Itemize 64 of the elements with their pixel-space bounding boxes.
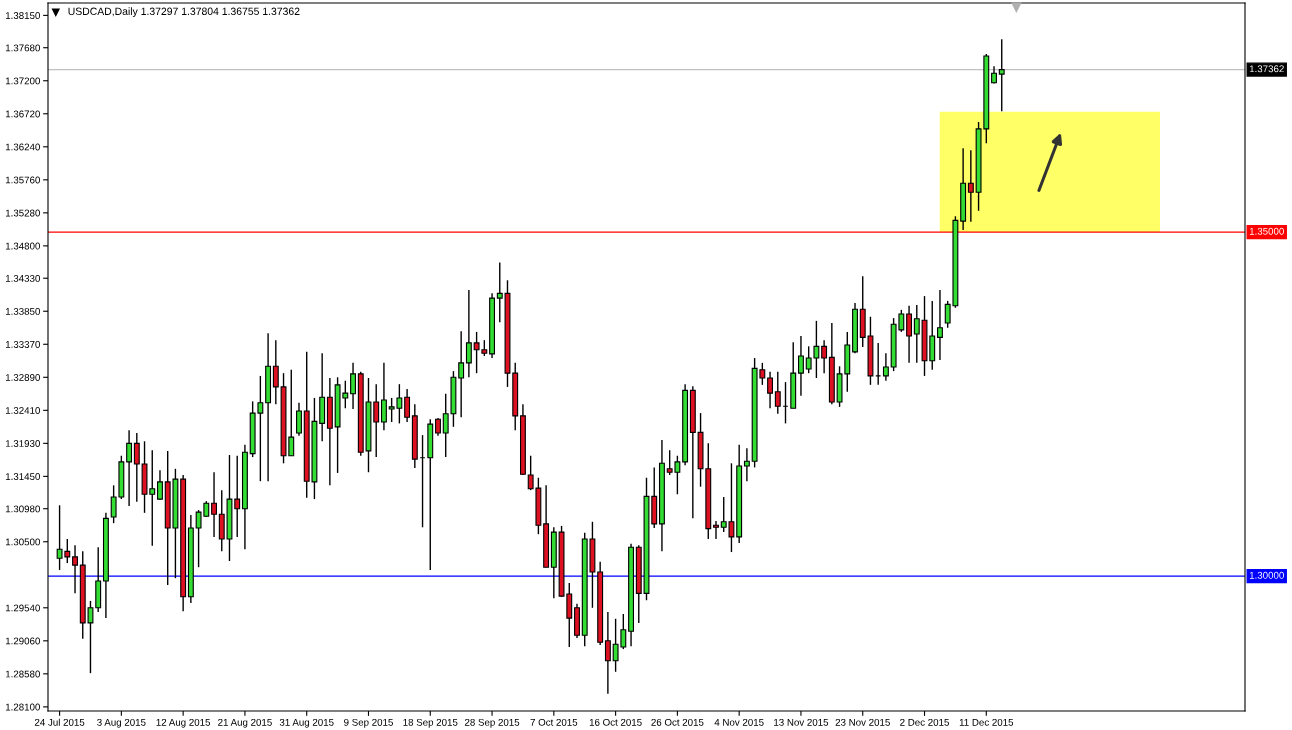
candlestick (821, 339, 828, 374)
x-tick-label: 7 Oct 2015 (530, 718, 578, 726)
x-tick-label: 24 Jul 2015 (34, 718, 85, 726)
y-tick-label: 1.36240 (5, 143, 40, 151)
y-tick-label: 1.34330 (5, 274, 40, 282)
y-tick-label: 1.32410 (5, 407, 40, 414)
x-tick-label: 31 Aug 2015 (279, 718, 334, 728)
y-tick-label: 1.33850 (5, 307, 40, 315)
y-tick-label: 1.35760 (5, 176, 40, 184)
y-tick-label: 1.29540 (5, 604, 40, 612)
x-tick-label: 13 Nov 2015 (774, 718, 829, 726)
ref-line-label: 1.37362 (1249, 65, 1284, 73)
candlestick (126, 429, 133, 507)
y-tick-label: 1.28100 (5, 703, 40, 711)
y-tick-label: 1.33370 (5, 341, 40, 348)
candlestick (465, 289, 472, 378)
y-tick-label: 1.37680 (5, 44, 40, 52)
candlestick (380, 362, 387, 431)
candlestick (875, 342, 882, 386)
y-tick-label: 1.32890 (5, 374, 40, 381)
x-tick-label: 3 Aug 2015 (97, 718, 146, 728)
chart-title: USDCAD,Daily 1.37297 1.37804 1.36755 1.37362 (68, 7, 300, 18)
x-tick-label: 16 Oct 2015 (589, 718, 642, 726)
x-tick-label: 18 Sep 2015 (403, 718, 458, 728)
x-tick-label: 21 Aug 2015 (218, 718, 272, 728)
y-tick-label: 1.35280 (5, 209, 40, 217)
candlestick (774, 371, 781, 415)
x-tick-label: 26 Oct 2015 (651, 718, 704, 726)
y-tick-label: 1.34800 (5, 242, 40, 250)
candlestick (157, 469, 163, 501)
candlestick (967, 149, 974, 223)
candlestick (998, 38, 1005, 113)
ref-line-label: 1.35000 (1249, 227, 1284, 235)
y-tick-label: 1.29060 (5, 637, 40, 645)
y-tick-label: 1.28580 (5, 670, 40, 678)
x-tick-label: 2 Dec 2015 (900, 718, 949, 726)
y-tick-label: 1.31930 (5, 440, 40, 447)
x-tick-label: 4 Nov 2015 (714, 718, 764, 726)
candlestick (458, 330, 465, 418)
candlestick (937, 289, 943, 361)
y-tick-label: 1.38150 (5, 12, 40, 19)
candlestick (404, 388, 411, 423)
candlestick (713, 520, 719, 540)
candlestick (211, 471, 217, 538)
x-tick-label: 12 Aug 2015 (156, 718, 211, 728)
x-tick-label: 23 Nov 2015 (835, 718, 890, 726)
ref-line-label: 1.30000 (1249, 571, 1284, 579)
x-tick-label: 9 Sep 2015 (344, 718, 393, 728)
x-tick-label: 28 Sep 2015 (464, 718, 520, 728)
candlestick (604, 611, 611, 695)
candlestick (767, 371, 774, 409)
candlestick (296, 402, 302, 437)
y-tick-label: 1.31450 (5, 473, 40, 480)
y-tick-label: 1.30980 (5, 505, 40, 513)
y-tick-label: 1.30500 (5, 538, 40, 546)
y-tick-label: 1.36720 (5, 110, 40, 118)
candlestick (798, 335, 804, 397)
candlestick (882, 352, 889, 382)
y-tick-label: 1.37200 (5, 77, 40, 85)
candlestick (743, 447, 750, 482)
candlestick (72, 544, 78, 595)
x-tick-label: 11 Dec 2015 (959, 718, 1014, 726)
candlestick (906, 305, 913, 364)
candlestick (350, 362, 356, 410)
